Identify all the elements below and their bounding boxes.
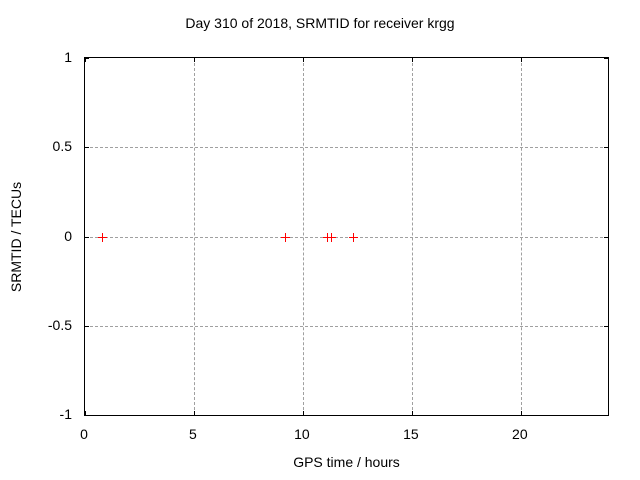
data-point-marker	[281, 232, 291, 242]
marker-stroke-v	[331, 232, 333, 242]
y-tick-mark	[604, 147, 608, 149]
marker-stroke-v	[353, 232, 355, 242]
y-tick-mark	[85, 147, 89, 149]
x-tick-mark	[520, 58, 522, 62]
x-tick-mark	[85, 58, 86, 62]
x-tick-label: 5	[189, 426, 197, 442]
x-tick-mark	[85, 411, 86, 415]
x-tick-label: 20	[512, 426, 528, 442]
x-tick-mark	[302, 58, 304, 62]
chart-title: Day 310 of 2018, SRMTID for receiver krg…	[185, 15, 455, 31]
x-tick-mark	[302, 411, 304, 415]
y-tick-mark	[604, 325, 608, 327]
x-tick-mark	[411, 58, 413, 62]
x-tick-label: 10	[294, 426, 310, 442]
plot-area	[84, 57, 609, 416]
y-tick-mark	[85, 415, 89, 416]
marker-stroke-v	[285, 232, 287, 242]
y-tick-mark	[85, 325, 89, 327]
x-tick-mark	[193, 58, 195, 62]
marker-stroke-v	[102, 232, 104, 242]
y-tick-mark	[604, 58, 608, 59]
y-tick-label: -0.5	[47, 316, 72, 333]
y-tick-mark	[85, 58, 89, 59]
y-tick-mark	[85, 236, 89, 238]
y-gridline	[85, 325, 608, 327]
x-tick-label: 0	[80, 426, 88, 442]
x-tick-mark	[520, 411, 522, 415]
data-point-marker	[327, 232, 337, 242]
x-tick-mark	[193, 411, 195, 415]
y-tick-label: 0	[64, 227, 72, 244]
y-gridline	[85, 147, 608, 149]
y-gridline	[85, 236, 608, 238]
x-tick-mark	[411, 411, 413, 415]
y-tick-mark	[604, 415, 608, 416]
y-tick-label: -1	[59, 406, 72, 422]
y-tick-mark	[604, 236, 608, 238]
data-point-marker	[349, 232, 359, 242]
data-point-marker	[98, 232, 108, 242]
y-tick-label: 1	[64, 49, 72, 65]
y-tick-label: 0.5	[52, 138, 72, 155]
x-tick-label: 15	[403, 426, 419, 442]
x-axis-label: GPS time / hours	[293, 454, 400, 470]
